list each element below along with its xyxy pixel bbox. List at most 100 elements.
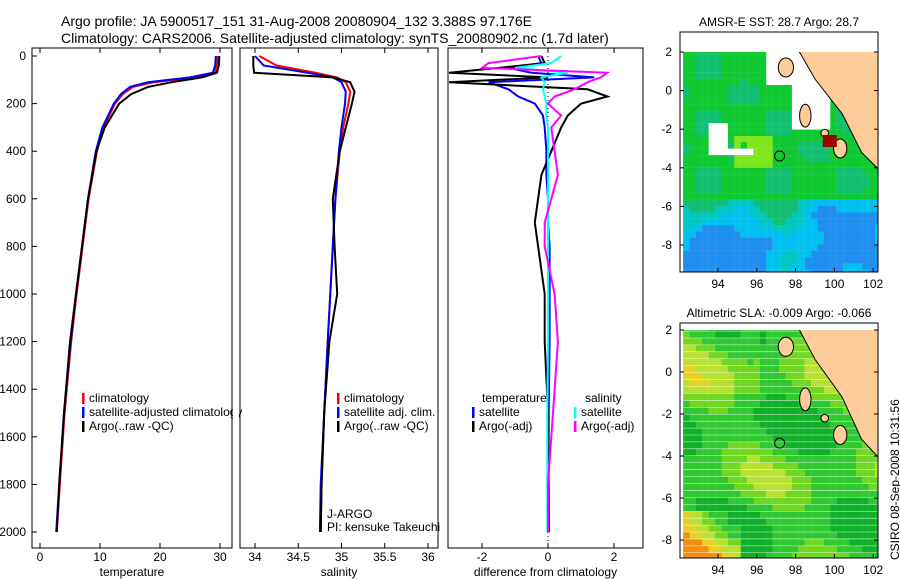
map-cell	[708, 338, 716, 345]
map-cell	[721, 257, 728, 264]
map-cell	[791, 263, 799, 270]
map-cell	[683, 129, 690, 137]
map-cell	[747, 449, 754, 456]
map-cell	[708, 456, 716, 463]
map-cell	[689, 352, 696, 359]
map-cell	[747, 250, 754, 258]
map-cell	[785, 186, 792, 194]
map-cell	[721, 116, 728, 124]
map-cell	[862, 504, 869, 511]
map-cell	[715, 539, 722, 546]
map-cell	[683, 435, 690, 442]
map-cell	[740, 53, 748, 60]
map-cell	[683, 85, 690, 92]
map-cell	[855, 212, 863, 219]
map-cell	[785, 116, 792, 124]
map-cell	[785, 199, 792, 207]
map-cell	[747, 104, 754, 111]
map-cell	[817, 365, 824, 373]
map-cell	[702, 59, 709, 66]
map-cell	[734, 59, 741, 66]
map-cell	[766, 65, 773, 73]
map-cell	[715, 331, 722, 338]
map-cell	[804, 449, 812, 456]
map-cell	[855, 504, 863, 511]
map-cell	[766, 372, 773, 380]
map-cell	[766, 449, 773, 456]
map-cell	[759, 244, 767, 251]
map-cell	[785, 421, 792, 428]
map-cell	[836, 250, 844, 258]
map-cell	[708, 359, 716, 366]
map-cell	[759, 462, 767, 470]
map-cell	[785, 263, 792, 270]
map-cell	[862, 518, 869, 525]
map-cell	[798, 148, 805, 156]
map-cell	[855, 539, 863, 546]
map-cell	[747, 428, 754, 435]
map-cell	[715, 186, 722, 194]
map-cell	[721, 65, 728, 73]
map-cell	[753, 59, 760, 66]
map-cell	[766, 379, 773, 387]
map-cell	[772, 379, 780, 387]
map-cell	[836, 553, 844, 560]
map-cell	[836, 212, 844, 219]
map-cell	[715, 218, 722, 226]
map-cell	[715, 345, 722, 352]
map-cell	[772, 110, 780, 117]
map-cell	[830, 212, 837, 219]
map-cell	[779, 386, 786, 394]
map-cell	[695, 161, 703, 168]
map-cell	[740, 206, 748, 213]
map-cell	[862, 539, 869, 546]
map-cell	[695, 142, 703, 149]
map-cell	[855, 456, 863, 463]
map-cell	[855, 462, 863, 470]
map-cell	[849, 435, 856, 442]
map-cell	[766, 345, 773, 352]
map-cell	[830, 161, 837, 168]
map-cell	[779, 231, 786, 238]
map-cell	[868, 476, 876, 484]
map-cell	[721, 352, 728, 359]
map-cell	[740, 393, 748, 401]
map-cell	[734, 462, 741, 470]
map-cell	[689, 161, 696, 168]
map-cell	[766, 490, 773, 498]
map-cell	[772, 129, 780, 137]
map-cell	[721, 518, 728, 525]
map-cell	[683, 104, 690, 111]
map-cell	[830, 400, 837, 408]
map-cell	[811, 174, 818, 181]
legend-swatch	[472, 407, 475, 418]
map-cell	[695, 490, 703, 498]
map-cell	[849, 180, 856, 187]
map-cell	[759, 421, 767, 428]
map-cell	[862, 442, 869, 449]
map-cell	[747, 359, 754, 366]
map-cell	[849, 504, 856, 511]
map-cell	[702, 65, 709, 73]
map-cell	[804, 490, 812, 498]
map-cell	[683, 359, 690, 366]
map-cell	[779, 78, 786, 86]
map-cell	[721, 365, 728, 373]
map-cell	[766, 129, 773, 137]
map-cell	[734, 91, 741, 98]
map-cell	[772, 231, 780, 238]
map-cell	[753, 483, 760, 491]
map-cell	[683, 421, 690, 428]
map-cell	[753, 155, 760, 162]
map-cell	[862, 483, 869, 491]
map-cell	[779, 483, 786, 491]
map-cell	[798, 449, 805, 456]
map-cell	[708, 91, 716, 98]
map-cell	[785, 231, 792, 238]
map-cell	[817, 386, 824, 394]
map-cell	[708, 257, 716, 264]
map-cell	[695, 250, 703, 258]
map-cell	[804, 504, 812, 511]
map-cell	[785, 97, 792, 105]
map-cell	[727, 352, 735, 359]
